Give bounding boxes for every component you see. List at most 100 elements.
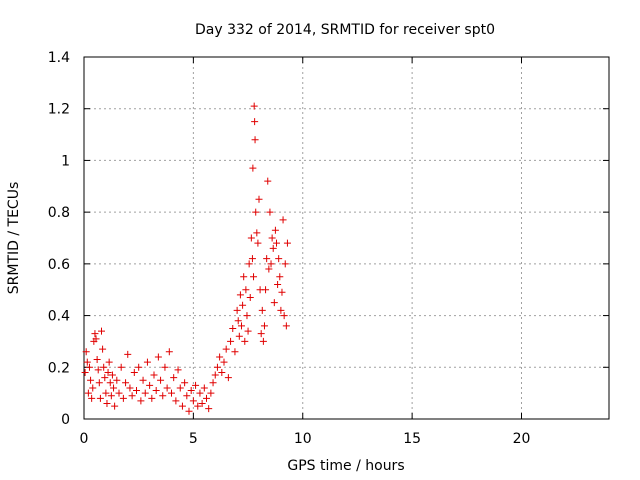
data-point bbox=[128, 392, 136, 400]
data-point bbox=[276, 273, 284, 281]
data-point bbox=[101, 374, 109, 382]
data-point bbox=[213, 363, 221, 371]
data-point bbox=[115, 389, 123, 397]
data-point bbox=[103, 399, 111, 407]
data-point bbox=[269, 244, 277, 252]
data-point bbox=[108, 371, 116, 379]
data-point bbox=[196, 389, 204, 397]
data-point bbox=[251, 118, 259, 126]
data-point bbox=[135, 363, 143, 371]
data-point bbox=[242, 286, 250, 294]
data-point bbox=[83, 358, 91, 366]
data-point bbox=[92, 335, 100, 343]
data-point bbox=[258, 306, 266, 314]
data-point bbox=[255, 195, 263, 203]
data-point bbox=[271, 226, 279, 234]
data-point bbox=[172, 397, 180, 405]
data-point bbox=[185, 407, 193, 415]
data-point bbox=[85, 363, 93, 371]
data-point bbox=[283, 239, 291, 247]
data-point bbox=[165, 348, 173, 356]
data-point bbox=[126, 384, 134, 392]
y-tick-label: 0.2 bbox=[48, 360, 70, 376]
data-point bbox=[200, 384, 208, 392]
data-point bbox=[152, 387, 160, 395]
data-point bbox=[95, 379, 103, 387]
data-point bbox=[96, 394, 104, 402]
data-point bbox=[187, 387, 195, 395]
data-point bbox=[252, 208, 260, 216]
data-point bbox=[181, 379, 189, 387]
y-tick-label: 0.8 bbox=[48, 205, 70, 221]
y-tick-label: 0 bbox=[61, 412, 70, 428]
data-point bbox=[88, 394, 96, 402]
data-point bbox=[104, 368, 112, 376]
data-point bbox=[273, 239, 280, 247]
x-tick-labels: 0 5 10 15 20 bbox=[80, 431, 531, 447]
data-point bbox=[82, 348, 90, 356]
data-point bbox=[89, 384, 97, 392]
data-point bbox=[251, 136, 259, 144]
data-point bbox=[198, 399, 206, 407]
data-point bbox=[84, 389, 92, 397]
x-tick-label: 0 bbox=[80, 431, 89, 447]
data-point bbox=[161, 363, 169, 371]
x-axis-label: GPS time / hours bbox=[287, 458, 404, 474]
data-point bbox=[143, 358, 151, 366]
chart-title: Day 332 of 2014, SRMTID for receiver spt… bbox=[195, 22, 495, 38]
data-point bbox=[266, 208, 274, 216]
data-point bbox=[253, 229, 261, 237]
data-point bbox=[100, 363, 108, 371]
data-point bbox=[248, 255, 256, 263]
data-point bbox=[231, 348, 239, 356]
data-point bbox=[117, 363, 125, 371]
data-point bbox=[250, 273, 258, 281]
data-point bbox=[241, 337, 249, 345]
data-point bbox=[146, 381, 154, 389]
y-tick-label: 1 bbox=[61, 153, 70, 169]
data-point bbox=[124, 350, 132, 358]
data-point bbox=[170, 374, 178, 382]
data-point bbox=[218, 368, 226, 376]
data-point bbox=[189, 397, 197, 405]
data-point bbox=[91, 330, 99, 338]
data-point bbox=[277, 306, 285, 314]
data-point bbox=[176, 384, 184, 392]
data-point bbox=[168, 389, 175, 397]
data-point bbox=[148, 394, 156, 402]
data-point bbox=[99, 345, 107, 353]
data-point bbox=[281, 260, 289, 268]
data-point bbox=[130, 368, 138, 376]
data-point bbox=[229, 325, 237, 332]
data-point bbox=[240, 273, 248, 281]
data-point bbox=[194, 402, 202, 410]
data-point bbox=[211, 371, 219, 379]
data-point bbox=[93, 356, 101, 364]
data-point bbox=[205, 405, 213, 413]
data-point bbox=[238, 322, 245, 330]
x-tick-label: 20 bbox=[513, 431, 531, 447]
y-tick-label: 0.6 bbox=[48, 257, 70, 273]
data-point bbox=[122, 379, 130, 387]
y-tick-label: 1.4 bbox=[48, 50, 70, 66]
data-point bbox=[264, 177, 272, 185]
data-point bbox=[245, 260, 253, 268]
axis-ticks bbox=[83, 56, 609, 420]
plot-frame bbox=[83, 56, 610, 420]
x-tick-label: 15 bbox=[403, 431, 421, 447]
y-axis-label: SRMTID / TECUs bbox=[6, 182, 22, 295]
data-point bbox=[239, 301, 247, 309]
data-point bbox=[154, 353, 162, 361]
data-point bbox=[270, 299, 278, 307]
data-point bbox=[94, 366, 102, 374]
data-point bbox=[257, 330, 265, 338]
data-point bbox=[268, 234, 276, 242]
data-point bbox=[207, 389, 215, 397]
data-point bbox=[157, 376, 165, 384]
data-point bbox=[244, 327, 252, 335]
data-point bbox=[111, 402, 119, 410]
data-point bbox=[259, 337, 267, 345]
data-point bbox=[119, 394, 127, 402]
data-point bbox=[278, 288, 286, 296]
